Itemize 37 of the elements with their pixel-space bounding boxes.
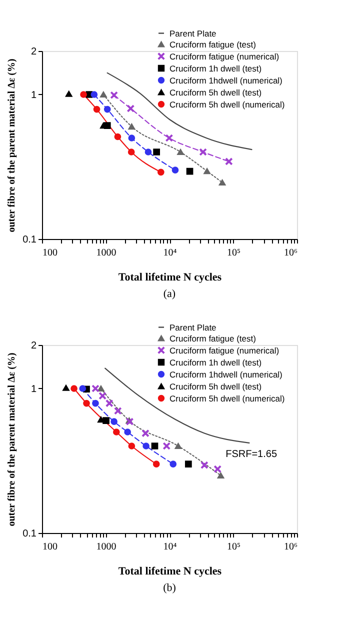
x-tick-label: 10⁴ <box>163 542 178 552</box>
y-tick-label: 2 <box>30 46 37 58</box>
x-tick-label: 10⁶ <box>284 248 298 258</box>
y-tick-label: 1 <box>30 90 37 101</box>
legend-label: Parent Plate <box>170 28 217 38</box>
legend-label: Cruciform 5h dwell (numerical) <box>170 99 285 110</box>
text: (b) <box>163 582 176 594</box>
x-tick-label: 10⁵ <box>227 248 240 258</box>
y-tick-label: 0.1 <box>22 234 37 246</box>
x-axis-title: Total lifetime N cycles <box>118 272 222 284</box>
x-tick-label: 10⁴ <box>163 248 178 258</box>
x-tick-label: 100 <box>42 542 58 552</box>
x-tick-label: 10⁶ <box>284 542 298 552</box>
x-tick-label: 1000 <box>96 542 116 552</box>
y-tick-label: 0.1 <box>22 528 37 540</box>
legend-label: Cruciform 5h dwell (test) <box>170 381 262 392</box>
legend-label: Cruciform 1h dwell (test) <box>170 357 262 368</box>
legend-label: Cruciform fatigue (numerical) <box>170 345 280 356</box>
legend-label: Cruciform 1hdwell (numerical) <box>170 369 283 380</box>
legend-label: Cruciform 5h dwell (numerical) <box>170 393 285 404</box>
x-tick-label: 1000 <box>96 248 116 258</box>
y-axis-title: outer fibre of the parent material Δε (%) <box>6 352 18 526</box>
x-axis-title: Total lifetime N cycles <box>118 566 222 578</box>
legend-label: Parent Plate <box>170 322 217 332</box>
text: (a) <box>163 288 176 300</box>
y-axis-title: outer fibre of the parent material Δε (%) <box>6 58 18 232</box>
y-tick-label: 1 <box>30 384 37 395</box>
legend-label: Cruciform fatigue (test) <box>170 39 256 50</box>
legend-label: Cruciform 5h dwell (test) <box>170 87 262 98</box>
legend-label: Cruciform 1hdwell (numerical) <box>170 75 283 86</box>
legend-label: Cruciform 1h dwell (test) <box>170 63 262 74</box>
legend-label: Cruciform fatigue (numerical) <box>170 51 280 62</box>
legend-label: Cruciform fatigue (test) <box>170 333 256 344</box>
y-tick-label: 2 <box>30 340 37 352</box>
x-tick-label: 10⁵ <box>227 542 240 552</box>
annotation: FSRF=1.65 <box>226 449 278 460</box>
x-tick-label: 100 <box>42 248 58 258</box>
